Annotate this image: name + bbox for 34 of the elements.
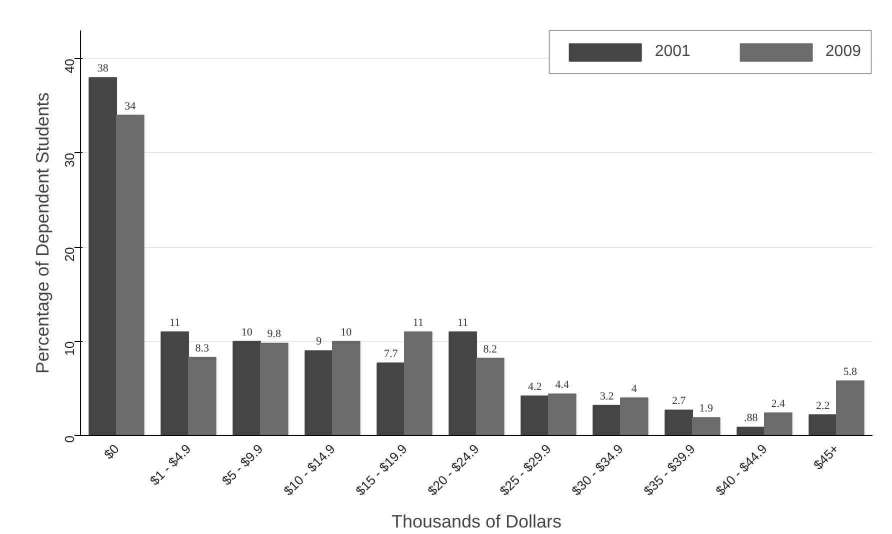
- data-label: 4: [631, 382, 638, 395]
- data-label: 10: [241, 326, 253, 338]
- data-label: 2.2: [816, 400, 830, 412]
- data-label: 11: [412, 316, 424, 329]
- data-label: 8.2: [483, 343, 498, 356]
- y-axis-title: Percentage of Dependent Students: [32, 92, 52, 374]
- x-axis-title: Thousands of Dollars: [391, 512, 562, 532]
- x-tick-label: $0: [100, 441, 122, 462]
- data-label: 1.9: [699, 402, 714, 415]
- y-tick-label: 30: [62, 152, 77, 168]
- legend-label: 2009: [825, 43, 861, 61]
- data-label: 9.8: [267, 328, 282, 340]
- data-label: .88: [744, 412, 758, 424]
- data-label: 5.8: [843, 366, 858, 378]
- y-tick-label: 0: [62, 435, 77, 443]
- data-label: 8.3: [195, 342, 210, 354]
- data-label: 4.4: [555, 379, 570, 392]
- data-label: 2.7: [672, 395, 686, 408]
- data-label: 7.7: [384, 348, 398, 360]
- data-label: 11: [170, 316, 180, 329]
- y-tick-label: 10: [62, 341, 77, 356]
- x-tick-label: $1 - $4.9: [146, 441, 194, 488]
- data-label: 4.2: [528, 380, 542, 393]
- y-tick-label: 40: [62, 58, 77, 74]
- data-label: 11: [458, 316, 468, 329]
- data-label: 2.4: [771, 398, 786, 410]
- data-label: 9: [316, 336, 322, 348]
- legend-label: 2001: [654, 43, 690, 61]
- data-label: 38: [97, 62, 109, 75]
- data-label: 10: [340, 326, 352, 338]
- y-tick-label: 20: [62, 247, 77, 262]
- data-label: 3.2: [600, 390, 614, 402]
- data-label: 34: [124, 100, 136, 112]
- x-tick-label: $5 - $9.9: [218, 441, 266, 488]
